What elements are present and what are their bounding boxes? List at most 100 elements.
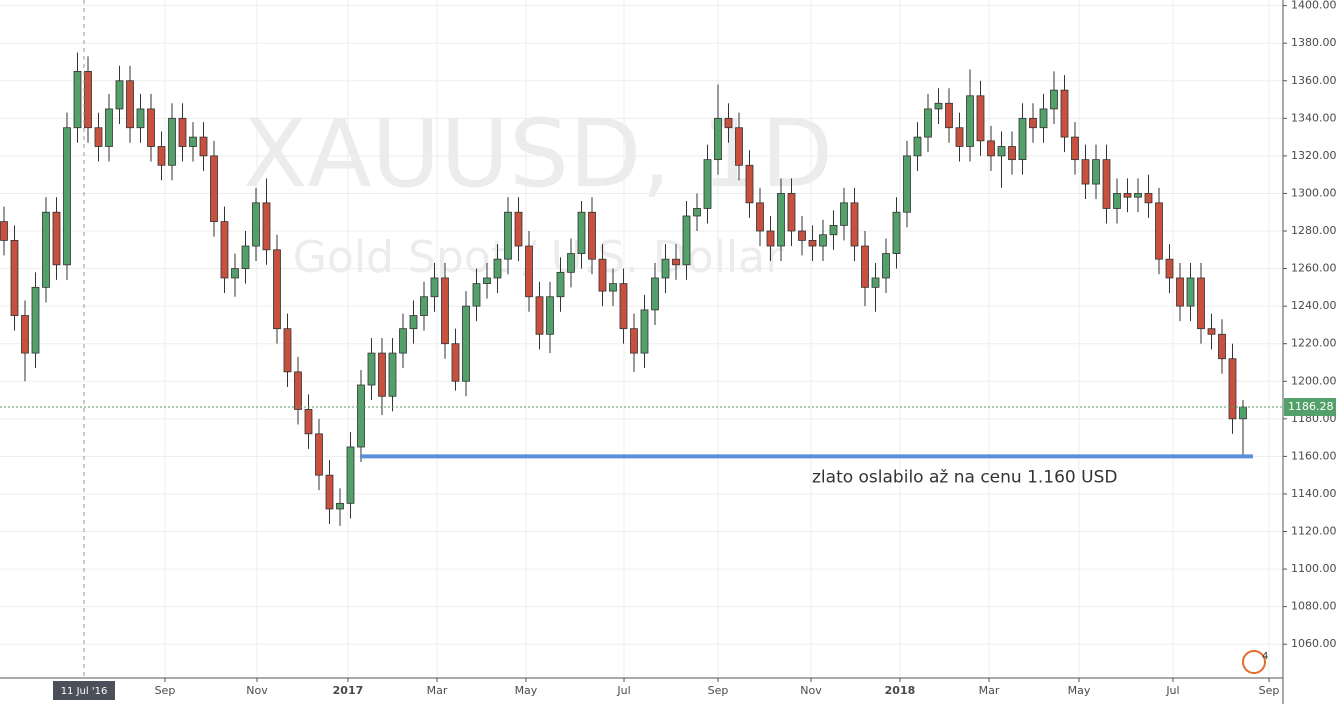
annotation-text: zlato oslabilo až na cenu 1.160 USD [812,467,1117,487]
candle-body [588,211,596,260]
candle-body [367,352,376,386]
candle-body [346,446,355,504]
candle-body [903,155,911,213]
candle-body [703,159,712,209]
candle-body [777,193,785,247]
candle-body [577,211,586,254]
candle-body [514,211,523,247]
candle-body [1113,193,1121,209]
candle-body [976,95,985,142]
candle-body [693,208,701,217]
candle-body [1071,136,1079,161]
candle-body [1039,108,1048,129]
y-tick-label: 1100.00 [1291,562,1337,575]
x-tick-label: 2017 [333,684,364,697]
x-tick-label: Jul [1165,684,1179,697]
last-price-box [1284,398,1336,417]
candle-body [619,283,628,330]
candle-body [1144,193,1153,204]
candle-body [483,277,491,284]
candle-body [73,70,82,129]
candle-body [724,117,733,129]
candle-body [0,221,8,241]
candle-body [378,352,386,397]
y-tick-label: 1260.00 [1291,262,1337,275]
candle-body [997,146,1006,157]
candle-body [598,258,607,292]
candle-body [955,127,964,147]
candle-body [294,371,302,410]
candle-body [1081,159,1090,185]
candle-body [241,245,250,269]
candle-body [388,352,397,397]
candle-body [262,202,271,251]
candle-body [745,164,754,204]
candle-body [609,283,617,292]
candle-body [168,117,176,166]
candles [0,52,1247,526]
candle-body [808,239,817,247]
candle-body [357,384,365,448]
candle-body [1218,333,1226,360]
candle-body [756,202,764,232]
x-tick-label: Jul [616,684,630,697]
candle-body [945,102,953,129]
y-tick-label: 1400.00 [1291,0,1337,12]
x-tick-label: Nov [800,684,822,697]
candle-body [1134,193,1142,198]
candle-body [672,258,680,266]
candle-body [861,245,869,288]
candle-body [567,253,575,273]
candle-body [766,230,775,247]
candle-body [504,211,512,260]
candle-body [1207,328,1216,335]
candle-body [115,80,124,110]
candle-body [252,202,260,247]
candle-body [892,211,901,254]
y-tick-label: 1220.00 [1291,337,1337,350]
candle-body [94,127,103,147]
candle-body [1197,277,1205,330]
candle-body [714,117,722,161]
candle-body [451,343,460,382]
x-tick-label: Sep [1259,684,1280,697]
candle-body [325,474,334,510]
y-tick-label: 1360.00 [1291,74,1337,87]
x-tick-label: Sep [708,684,729,697]
candle-body [630,328,638,354]
badge-icon[interactable] [1242,650,1266,674]
x-tick-label: May [1068,684,1091,697]
candle-body [178,117,187,147]
watermark: XAUUSD, 1D [243,100,833,209]
candle-body [210,155,218,223]
y-tick-label: 1320.00 [1291,149,1337,162]
candle-body [882,253,890,279]
candle-body [409,315,418,330]
candle-body [315,433,323,476]
candle-body [283,328,292,373]
candle-body [10,239,19,316]
watermark-subtitle: Gold Spot / U.S. Dollar [293,232,784,283]
candle-body [273,249,281,330]
candle-body [871,277,880,288]
candle-body [105,108,113,147]
y-tick-label: 1140.00 [1291,487,1337,500]
x-tick-label: Nov [246,684,268,697]
candle-body [441,277,449,345]
candle-body [987,140,995,157]
candle-body [472,283,481,307]
candle-body [1123,193,1132,198]
candle-body [1029,117,1037,129]
candle-body [147,108,155,147]
y-tick-label: 1160.00 [1291,449,1337,462]
candle-body [31,286,40,354]
candle-body [420,296,428,316]
y-tick-label: 1300.00 [1291,186,1337,199]
candle-body [934,102,943,110]
overlay: zlato oslabilo až na cenu 1.160 USD [0,0,1283,678]
candle-body [1018,117,1027,161]
badge-count[interactable]: 4 [1262,651,1268,662]
y-tick-label: 1280.00 [1291,224,1337,237]
y-tick-label: 1340.00 [1291,111,1337,124]
